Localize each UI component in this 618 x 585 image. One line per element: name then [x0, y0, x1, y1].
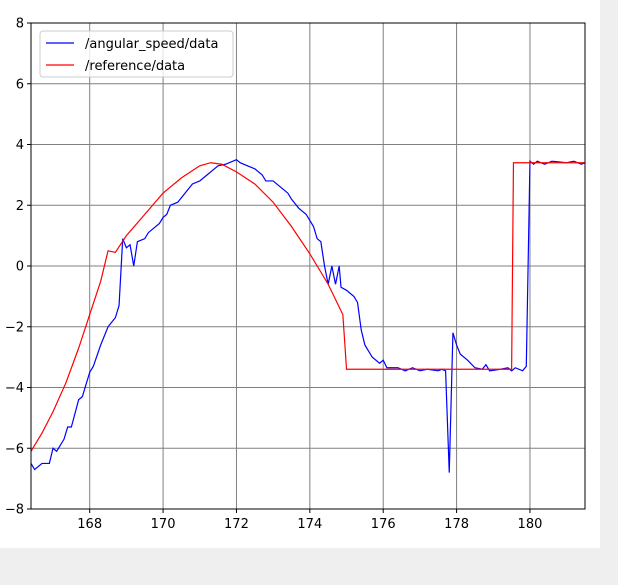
ticks: 168 170 172 174 176 178 180 −8 −6 −4 −2 0 2 4 6 8: [5, 17, 543, 533]
y-tick-label: −4: [5, 381, 24, 396]
data-line: [31, 162, 585, 452]
legend-label: /angular_speed/data: [85, 37, 218, 52]
y-tick-label: 6: [16, 77, 24, 92]
legend-label: /reference/data: [85, 59, 185, 74]
y-tick-label: 4: [16, 138, 24, 153]
y-tick-label: 8: [16, 17, 24, 32]
x-tick-label: 176: [371, 517, 396, 532]
x-tick-label: 178: [444, 517, 469, 532]
y-tick-label: −6: [5, 442, 24, 457]
y-tick-label: −8: [5, 503, 24, 518]
y-tick-label: 0: [16, 260, 24, 275]
legend: /angular_speed/data/reference/data: [39, 30, 234, 78]
x-tick-label: 174: [297, 517, 322, 532]
x-tick-label: 180: [518, 517, 543, 532]
y-tick-label: −2: [5, 320, 24, 335]
figure-background: [0, 0, 600, 548]
x-tick-label: 170: [151, 517, 176, 532]
data-line: [31, 158, 585, 473]
plot-lines: [31, 158, 585, 473]
legend-box: [39, 30, 234, 78]
x-tick-label: 172: [224, 517, 249, 532]
x-tick-label: 168: [77, 517, 102, 532]
y-tick-label: 2: [16, 199, 24, 214]
